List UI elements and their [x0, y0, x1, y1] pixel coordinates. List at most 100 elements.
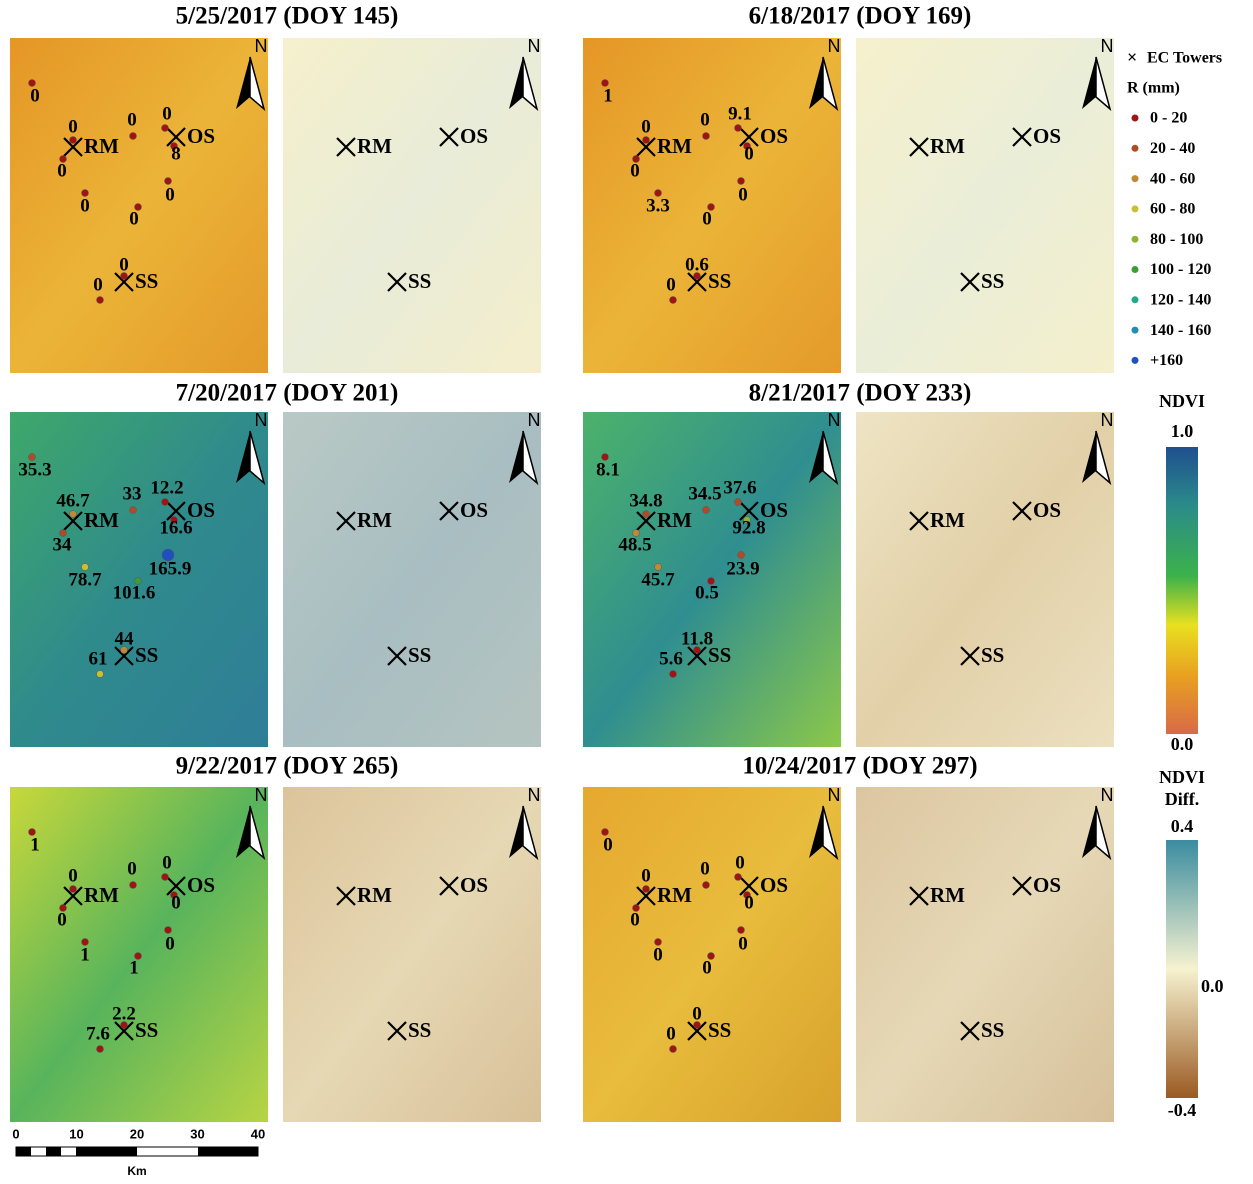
- rain-gauge: [703, 882, 710, 889]
- legend-label: 60 - 80: [1150, 201, 1195, 218]
- rain-gauge: [670, 1046, 677, 1053]
- tower-label: OS: [460, 124, 488, 148]
- rain-value: 0: [119, 254, 129, 275]
- legend-swatch: [1132, 236, 1139, 243]
- tower-label: RM: [357, 883, 392, 907]
- tower-label: SS: [135, 269, 158, 293]
- rain-value: 1: [30, 834, 40, 855]
- diff-colorbar: NDVI Diff. 0.4 0.0 -0.4: [1159, 767, 1224, 1120]
- scale-label: 40: [251, 1126, 265, 1141]
- rain-value: 0: [127, 858, 137, 879]
- tower-label: RM: [357, 134, 392, 158]
- rain-gauge: [162, 499, 169, 506]
- rain-value: 9.1: [728, 103, 752, 124]
- rain-value: 101.6: [113, 582, 156, 603]
- tower-label: OS: [1033, 873, 1061, 897]
- rain-value: 0.5: [695, 582, 719, 603]
- tower-label: RM: [930, 508, 965, 532]
- rain-value: 0: [129, 208, 139, 229]
- legend-swatch: [1132, 145, 1139, 152]
- rain-value: 0: [603, 834, 613, 855]
- rain-value: 0: [162, 852, 172, 873]
- ndvi-ramp: [1166, 447, 1198, 734]
- rain-value: 3.3: [646, 195, 670, 216]
- scale-block: [76, 1147, 137, 1156]
- tower-label: SS: [981, 269, 1004, 293]
- rain-value: 44: [115, 628, 135, 649]
- rain-value: 0: [744, 143, 754, 164]
- panel-title: 7/20/2017 (DOY 201): [176, 380, 399, 407]
- north-label: N: [828, 36, 841, 56]
- rain-gauge: [670, 671, 677, 678]
- scale-label: 20: [130, 1126, 144, 1141]
- ndvi-diff-map: [283, 412, 541, 747]
- rain-value: 5.6: [659, 648, 683, 669]
- panel-title: 5/25/2017 (DOY 145): [176, 3, 399, 30]
- legend-label: 40 - 60: [1150, 170, 1195, 187]
- north-label: N: [255, 785, 268, 805]
- north-label: N: [1101, 410, 1114, 430]
- north-label: N: [255, 36, 268, 56]
- rain-gauge: [70, 511, 77, 518]
- rain-gauge: [703, 133, 710, 140]
- rain-gauge: [735, 499, 742, 506]
- scale-label: 0: [12, 1126, 19, 1141]
- rain-value: 0: [641, 116, 651, 137]
- rain-gauge: [130, 882, 137, 889]
- figure: × EC Towers R (mm) 0 - 2020 - 4040 - 606…: [0, 0, 1253, 1179]
- rain-value: 0: [702, 208, 712, 229]
- rain-value: 0: [653, 944, 663, 965]
- tower-label: RM: [657, 134, 692, 158]
- rain-value: 0: [700, 109, 710, 130]
- rain-value: 0: [738, 933, 748, 954]
- rain-gauge: [130, 507, 137, 514]
- rain-value: 16.6: [159, 517, 192, 538]
- rain-value: 0: [68, 116, 78, 137]
- rain-gauge: [703, 507, 710, 514]
- rain-value: 0: [127, 109, 137, 130]
- legend-label: 140 - 160: [1150, 322, 1211, 339]
- legend-swatch: [1132, 115, 1139, 122]
- rain-value: 34.5: [688, 483, 721, 504]
- diff-max: 0.4: [1171, 816, 1194, 836]
- rain-value: 46.7: [56, 490, 90, 511]
- rain-value: 0: [630, 160, 640, 181]
- scale-unit: Km: [127, 1164, 146, 1178]
- legend-label: 20 - 40: [1150, 140, 1195, 157]
- rain-gauge: [643, 137, 650, 144]
- rain-value: 8.1: [596, 459, 620, 480]
- tower-label: OS: [1033, 498, 1061, 522]
- legend-label: 80 - 100: [1150, 231, 1203, 248]
- diff-title: Diff.: [1165, 789, 1200, 809]
- rain-value: 0: [702, 957, 712, 978]
- rain-value: 11.8: [681, 628, 713, 649]
- rain-gauge: [735, 125, 742, 132]
- rain-value: 165.9: [149, 558, 192, 579]
- tower-label: SS: [408, 643, 431, 667]
- panel-title: 10/24/2017 (DOY 297): [742, 753, 977, 780]
- ndvi-diff-map: [283, 38, 541, 373]
- scale-block: [46, 1147, 61, 1156]
- rain-value: 0: [165, 184, 175, 205]
- tower-label: OS: [460, 873, 488, 897]
- rain-value: 0: [68, 865, 78, 886]
- rain-value: 92.8: [732, 517, 765, 538]
- rain-gauge: [643, 886, 650, 893]
- tower-label: SS: [135, 643, 158, 667]
- rain-value: 34: [53, 534, 73, 555]
- rain-gauge: [70, 886, 77, 893]
- scale-label: 30: [190, 1126, 204, 1141]
- rain-value: 0: [171, 892, 181, 913]
- rain-gauge: [162, 874, 169, 881]
- rain-value: 33: [123, 483, 142, 504]
- rain-gauge: [735, 874, 742, 881]
- rain-value: 0: [162, 103, 172, 124]
- rain-gauge: [70, 137, 77, 144]
- rain-value: 2.2: [112, 1003, 136, 1024]
- panel: 10/24/2017 (DOY 297)NNRMOSSSRMOSSS000000…: [583, 753, 1114, 1122]
- rain-value: 48.5: [618, 534, 651, 555]
- rain-value: 1: [603, 85, 613, 106]
- tower-label: SS: [135, 1018, 158, 1042]
- diff-mid: 0.0: [1201, 976, 1224, 996]
